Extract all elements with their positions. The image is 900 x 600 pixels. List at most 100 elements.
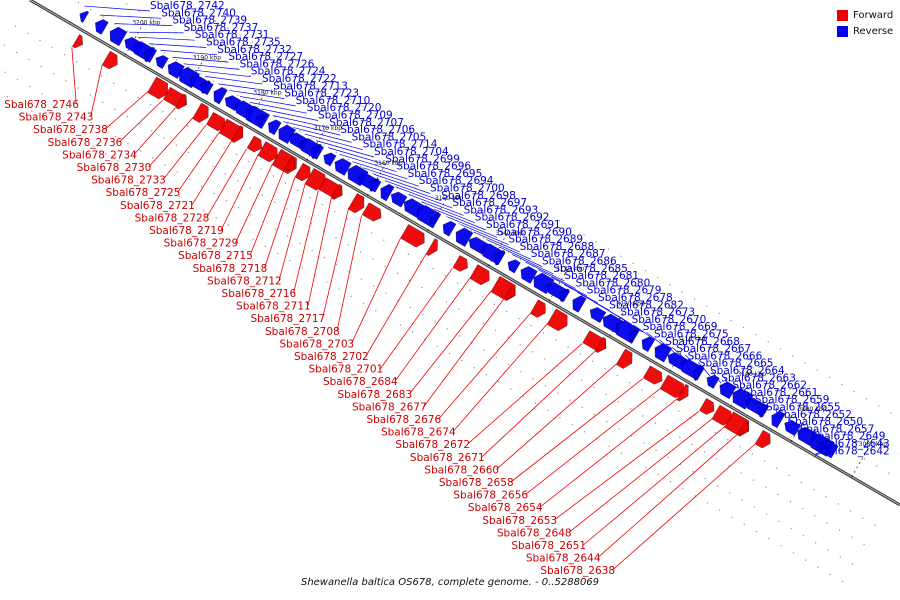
axis-tick-label: 3190 kbp — [193, 54, 221, 61]
reverse-gene-arrow — [167, 61, 185, 79]
reverse-gene-label: Sbal678_2709 — [318, 110, 393, 122]
reverse-gene-arrow — [494, 250, 506, 266]
forward-connector — [264, 176, 296, 268]
axis-tick-label: 3200 kbp — [132, 19, 160, 26]
reverse-gene-label: Sbal678_2714 — [363, 139, 438, 151]
forward-gene-label: Sbal678_2701 — [308, 364, 383, 376]
reverse-connector — [736, 384, 744, 399]
reverse-gene-arrow — [706, 374, 720, 389]
reverse-connector — [775, 407, 778, 420]
forward-connector — [481, 350, 596, 458]
forward-gene-label: Sbal678_2656 — [453, 490, 528, 502]
forward-gene-label: Sbal678_2684 — [323, 376, 398, 388]
forward-connector — [409, 290, 492, 395]
reverse-gene-label: Sbal678_2673 — [620, 307, 695, 319]
forward-gene-label: Sbal678_2746 — [4, 99, 79, 111]
reverse-connector — [788, 415, 790, 428]
reverse-connector — [339, 153, 397, 172]
reverse-gene-label: Sbal678_2695 — [408, 168, 483, 180]
reverse-connector — [137, 36, 195, 41]
forward-connector — [525, 388, 661, 495]
reverse-connector — [352, 161, 408, 180]
reverse-gene-label: Sbal678_2666 — [688, 350, 763, 362]
forward-gene-label: Sbal678_2729 — [164, 238, 239, 250]
reverse-gene-arrow — [144, 46, 155, 63]
reverse-gene-label: Sbal678_2737 — [184, 22, 259, 34]
forward-gene-label: Sbal678_2703 — [280, 338, 355, 350]
reverse-gene-label: Sbal678_2657 — [800, 423, 875, 435]
forward-connector — [162, 124, 207, 180]
axis-tick-label: 3120 kbp — [617, 300, 645, 307]
forward-gene-arrow — [175, 93, 187, 110]
guide-rail-4 — [72, 0, 900, 481]
reverse-gene-label: Sbal678_2642 — [815, 445, 890, 457]
reverse-connector — [473, 231, 520, 253]
reverse-connector — [672, 347, 688, 362]
reverse-connector — [395, 186, 453, 209]
forward-gene-arrow — [347, 193, 365, 214]
forward-connector — [278, 182, 306, 281]
reverse-gene-arrow — [628, 329, 639, 342]
reverse-connector — [749, 392, 756, 406]
reverse-connector — [486, 239, 531, 260]
reverse-gene-arrow — [507, 259, 521, 274]
legend-forward-label: Forward — [853, 9, 894, 21]
reverse-connector — [304, 133, 363, 151]
forward-gene-label: Sbal678_2719 — [149, 225, 224, 237]
forward-connector — [148, 117, 194, 168]
forward-gene-label: Sbal678_2638 — [540, 565, 615, 577]
axis-tick-label: 3170 kbp — [314, 125, 342, 132]
reverse-connector — [408, 194, 464, 216]
forward-gene-arrow — [294, 162, 311, 182]
reverse-gene-label: Sbal678_2739 — [172, 15, 247, 27]
forward-gene-arrow — [246, 135, 262, 153]
reverse-connector — [99, 14, 162, 19]
forward-gene-label: Sbal678_2644 — [526, 553, 601, 565]
forward-gene-arrow — [616, 348, 633, 369]
reverse-gene-label: Sbal678_2652 — [777, 409, 852, 421]
reverse-gene-label: Sbal678_2727 — [228, 51, 303, 63]
forward-connector — [206, 148, 247, 218]
reverse-gene-label: Sbal678_2700 — [430, 183, 505, 195]
forward-gene-arrow — [469, 264, 490, 286]
reverse-gene-label: Sbal678_2664 — [710, 365, 785, 377]
forward-gene-arrow — [546, 308, 568, 332]
forward-gene-label: Sbal678_2716 — [222, 288, 297, 300]
reverse-gene-label: Sbal678_2681 — [564, 270, 639, 282]
reverse-connector — [460, 224, 509, 245]
forward-gene-arrow — [530, 299, 546, 318]
reverse-gene-arrow — [369, 178, 380, 192]
reverse-gene-arrow — [641, 336, 656, 352]
forward-gene-arrow — [699, 398, 715, 415]
forward-connector — [554, 411, 700, 521]
axis-tick-label: 3100 kbp — [738, 371, 766, 378]
forward-gene-label: Sbal678_2711 — [236, 301, 311, 313]
axis-tick-label: 3110 kbp — [677, 336, 705, 343]
reverse-connector — [293, 127, 352, 143]
forward-gene-arrow — [594, 337, 607, 353]
forward-gene-label: Sbal678_2658 — [439, 477, 514, 489]
reverse-gene-label: Sbal678_2726 — [240, 58, 315, 70]
reverse-gene-arrow — [256, 113, 267, 126]
guide-rail-0 — [0, 91, 853, 588]
axis-tick-label: 3090 kbp — [798, 406, 826, 413]
forward-gene-label: Sbal678_2654 — [468, 502, 543, 514]
reverse-connector — [205, 76, 263, 85]
reverse-connector — [814, 438, 831, 457]
reverse-gene-label: Sbal678_2690 — [497, 226, 572, 238]
forward-gene-label: Sbal678_2648 — [497, 527, 572, 539]
reverse-connector — [646, 332, 666, 348]
reverse-gene-label: Sbal678_2689 — [508, 234, 583, 246]
reverse-gene-arrow — [323, 152, 337, 167]
guide-rail-6 — [178, 0, 900, 420]
forward-connector — [351, 238, 401, 344]
reverse-gene-arrow — [589, 307, 607, 323]
forward-gene-arrow — [425, 238, 438, 256]
reverse-gene-label: Sbal678_2704 — [374, 146, 449, 158]
reverse-gene-arrow — [334, 158, 352, 176]
forward-gene-label: Sbal678_2717 — [251, 313, 326, 325]
reverse-connector — [315, 140, 375, 158]
reverse-gene-label: Sbal678_2643 — [815, 438, 890, 450]
reverse-connector — [620, 317, 643, 333]
